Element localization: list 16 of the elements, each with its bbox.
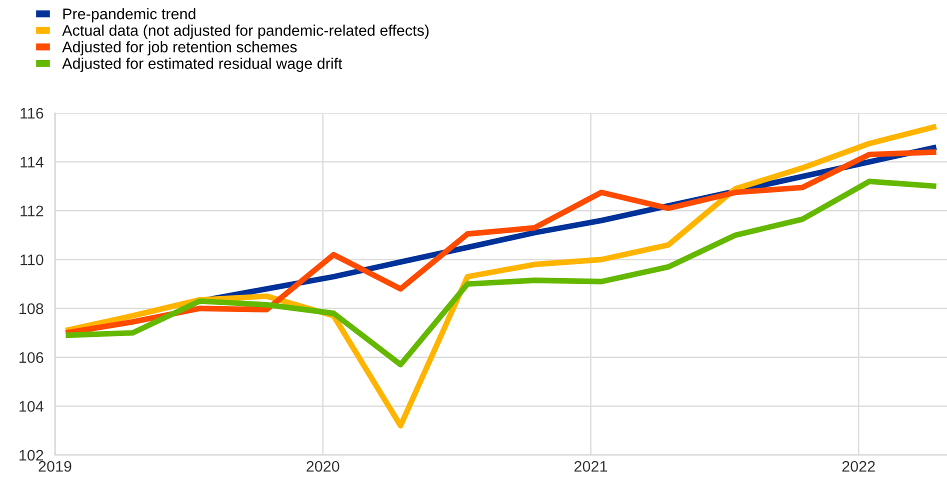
y-tick-label: 114 xyxy=(20,156,44,168)
legend-label: Adjusted for estimated residual wage drift xyxy=(62,58,342,72)
legend-label: Adjusted for job retention schemes xyxy=(62,41,297,56)
legend-label: Actual data (not adjusted for pandemic-related effects) xyxy=(62,24,429,39)
y-tick-label: 102 xyxy=(20,450,44,461)
y-tick-label: 116 xyxy=(20,108,44,119)
x-tick-label: 2020 xyxy=(306,460,340,472)
y-tick-label: 106 xyxy=(20,352,44,363)
legend-label: Pre-pandemic trend xyxy=(63,8,196,22)
y-tick-label: 112 xyxy=(20,206,44,216)
x-tick-label: 2019 xyxy=(38,460,72,472)
x-tick-label: 2022 xyxy=(842,460,875,472)
x-tick-label: 2021 xyxy=(574,460,607,472)
y-tick-label: 108 xyxy=(20,303,44,314)
y-tick-label: 110 xyxy=(20,254,44,266)
y-tick-label: 104 xyxy=(20,401,44,412)
